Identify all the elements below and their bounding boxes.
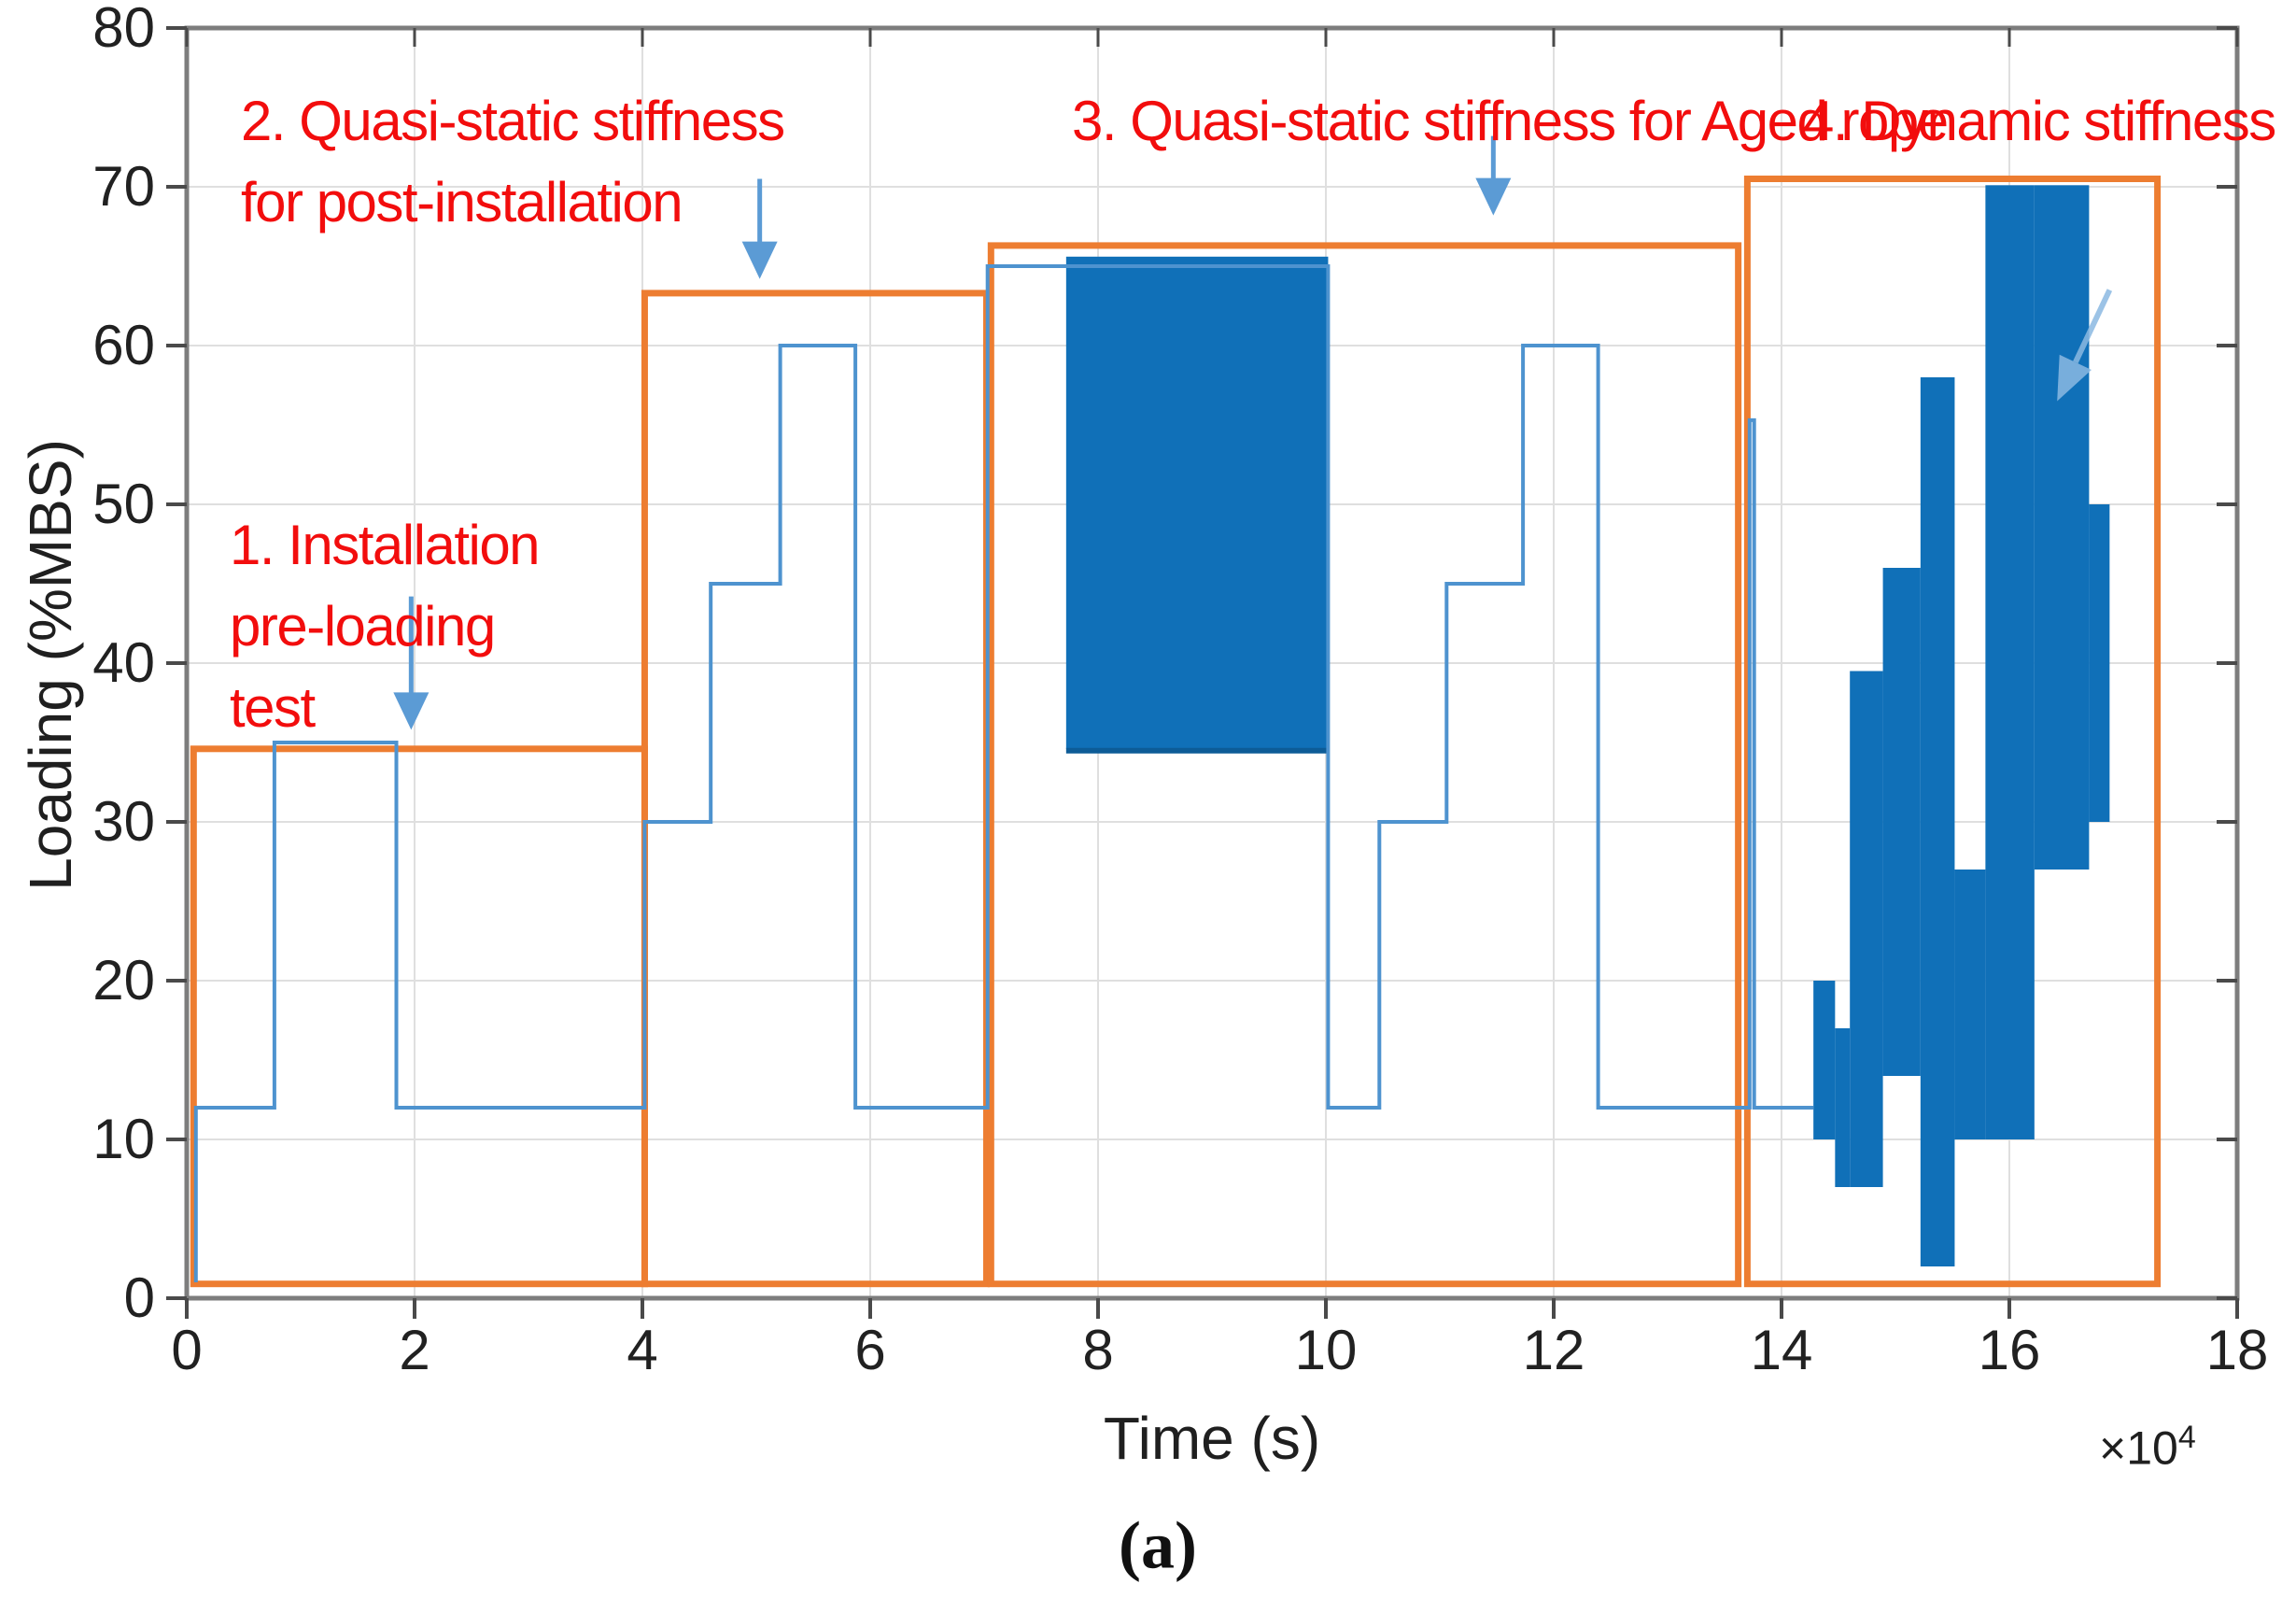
- x-tick-label: 16: [1979, 1319, 2041, 1381]
- annotation-arrowhead-icon: [393, 692, 430, 730]
- dynamic-cycling-bar: [1920, 377, 1955, 1266]
- y-tick-label: 0: [124, 1266, 155, 1329]
- y-tick-label: 80: [92, 0, 155, 59]
- annotation-arrowhead-icon: [741, 241, 778, 279]
- x-tick-label: 18: [2206, 1319, 2269, 1381]
- dynamic-cycling-bar: [1882, 568, 1921, 1076]
- annotation-quasistatic-postinstallation: 2. Quasi-static stiffness for post-insta…: [241, 80, 785, 243]
- dynamic-cycling-bar: [1954, 870, 1986, 1139]
- x-tick-label: 8: [1082, 1319, 1113, 1381]
- y-tick-label: 30: [92, 790, 155, 853]
- annotation-line: 1. Installation: [230, 514, 541, 576]
- x-tick-label: 2: [399, 1319, 430, 1381]
- annotation-arrowhead-icon: [1475, 177, 1512, 216]
- y-axis-title: Loading (%MBS): [17, 439, 84, 891]
- annotation-line: test: [230, 676, 316, 739]
- dynamic-cycling-bar: [1835, 1028, 1851, 1187]
- region-box-phase-4: [1743, 176, 2162, 1288]
- annotation-arrow-icon: [2073, 289, 2113, 364]
- x-tick-label: 12: [1523, 1319, 1585, 1381]
- y-tick-label: 20: [92, 949, 155, 1011]
- annotation-dynamic-stiffness: 4. Dynamic stiffness: [1803, 80, 2276, 162]
- annotation-quasistatic-aged-rope: 3. Quasi-static stiffness for Aged rope: [1072, 80, 1949, 162]
- x-tick-label: 4: [627, 1319, 657, 1381]
- x-tick-label: 0: [171, 1319, 202, 1381]
- y-tick-label: 40: [92, 631, 155, 694]
- dynamic-cycling-bar: [2089, 504, 2110, 822]
- annotation-line: 4. Dynamic stiffness: [1803, 90, 2276, 152]
- region-box-phase-2: [641, 290, 990, 1288]
- annotation-line: for post-installation: [241, 171, 683, 233]
- y-tick-label: 10: [92, 1108, 155, 1170]
- dynamic-cycling-bar: [1850, 671, 1883, 1187]
- annotation-arrowhead-icon: [2057, 354, 2092, 402]
- x-tick-label: 14: [1751, 1319, 1813, 1381]
- annotation-line: 3. Quasi-static stiffness for Aged rope: [1072, 90, 1949, 152]
- y-tick-label: 60: [92, 314, 155, 376]
- subfigure-caption: (a): [1119, 1507, 1197, 1583]
- cyclic-band-aged-rope: [1065, 256, 1329, 749]
- x-axis-title: Time (s): [1103, 1405, 1321, 1472]
- x-axis-scale-multiplier: ×104: [2099, 1420, 2196, 1476]
- region-box-phase-1: [190, 745, 648, 1288]
- annotation-line: 2. Quasi-static stiffness: [241, 90, 785, 152]
- annotation-line: pre-loading: [230, 595, 496, 658]
- x-tick-label: 10: [1295, 1319, 1358, 1381]
- y-tick-label: 50: [92, 473, 155, 535]
- y-tick-label: 70: [92, 155, 155, 218]
- dynamic-cycling-bar: [1813, 981, 1836, 1139]
- annotation-installation-preloading: 1. Installation pre-loading test: [230, 504, 541, 748]
- dynamic-cycling-bar: [2034, 185, 2090, 870]
- region-box-phase-3: [987, 242, 1742, 1288]
- x-scale-base: ×10: [2099, 1421, 2178, 1475]
- loading-step-line: [193, 264, 1814, 1282]
- dynamic-cycling-bar: [1985, 185, 2035, 1140]
- x-scale-exponent: 4: [2177, 1420, 2196, 1455]
- x-tick-label: 6: [854, 1319, 885, 1381]
